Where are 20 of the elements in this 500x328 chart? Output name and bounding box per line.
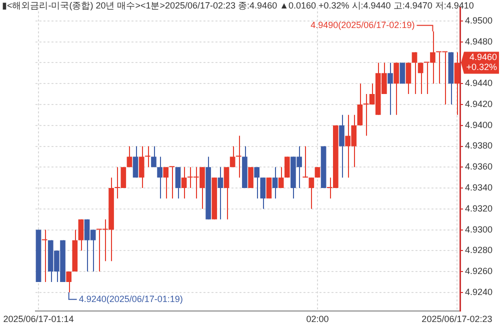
y-tick-label: 4.9500 xyxy=(465,15,493,26)
x-tick-label: 2025/06/17-02:23 xyxy=(422,314,492,324)
annotation: 4.9490(2025/06/17-02:19) xyxy=(310,20,415,30)
y-tick-label: 4.9480 xyxy=(465,36,493,46)
y-tick-label: 4.9280 xyxy=(465,245,493,256)
y-tick-label: 4.9380 xyxy=(465,140,493,151)
y-tick-label: 4.9300 xyxy=(465,224,493,234)
chart-title: ▮<해외금리-미국(종합) 20년 매수><1분>2025/06/17-02:23 종:4.9460 ▲0.0160 +0.32% 시:4.9440 고:4.9470 저:4.9410 xyxy=(2,0,474,10)
y-tick-label: 4.9400 xyxy=(465,120,493,130)
y-tick-label: 4.9260 xyxy=(465,266,493,276)
y-tick-label: 4.9240 xyxy=(465,286,493,297)
y-tick-label: 4.9360 xyxy=(465,162,493,172)
annotation: 4.9240(2025/06/17-01:19) xyxy=(78,294,183,304)
y-tick-label: 4.9320 xyxy=(465,203,493,214)
y-tick-label: 4.9420 xyxy=(465,98,493,109)
y-tick-label: 4.9340 xyxy=(465,182,493,192)
x-tick-label: 02:00 xyxy=(306,314,329,324)
y-tick-label: 4.9440 xyxy=(465,78,493,88)
x-tick-label: 2025/06/17-01:14 xyxy=(3,314,74,324)
text: 4.9460 +0.32% xyxy=(466,52,497,72)
